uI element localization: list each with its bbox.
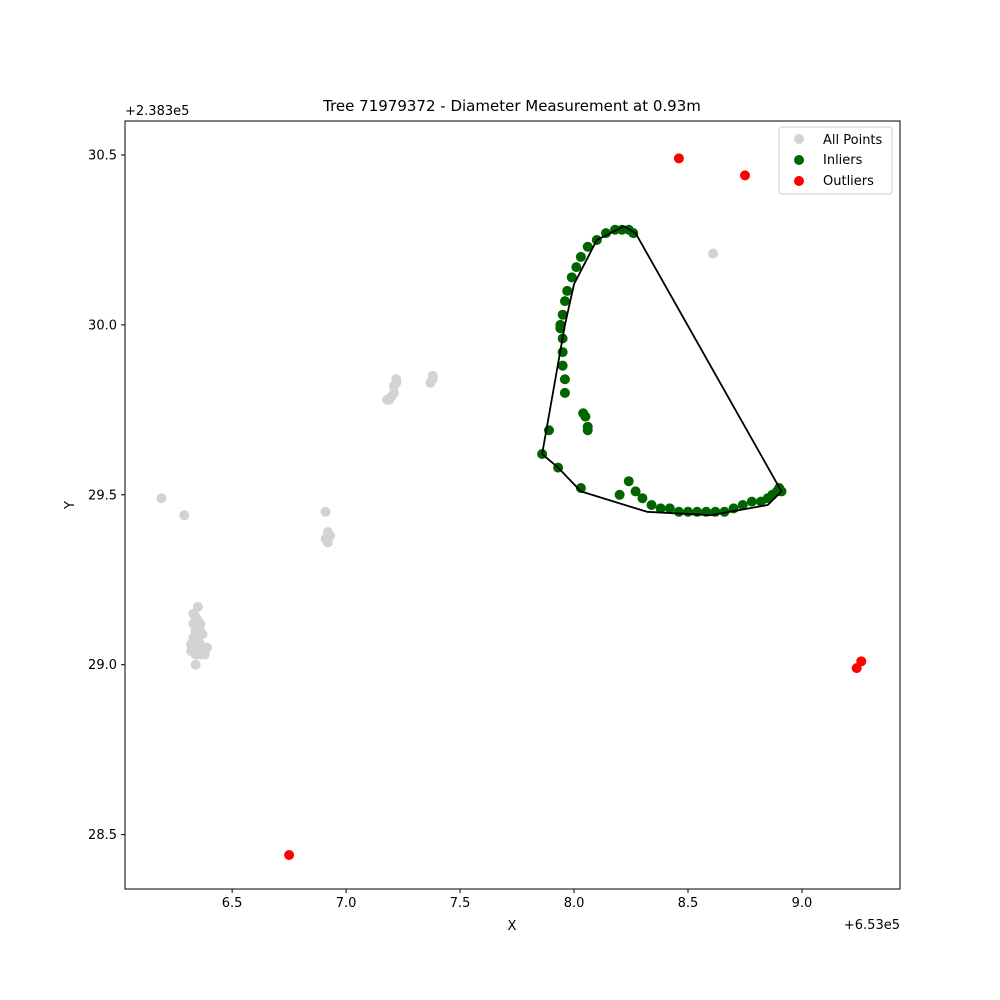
- outlier-point: [284, 850, 295, 861]
- inlier-point: [580, 411, 591, 422]
- y-tick-label: 29.5: [88, 488, 117, 503]
- x-tick-label: 8.0: [564, 896, 585, 911]
- all-points-point: [190, 659, 201, 670]
- inlier-point: [571, 262, 582, 273]
- all-points-point: [156, 493, 167, 504]
- hull-outline: [541, 225, 783, 517]
- y-tick-label: 30.5: [88, 148, 117, 163]
- outlier-point: [851, 663, 862, 674]
- inlier-point: [562, 285, 573, 296]
- inlier-point: [683, 506, 694, 517]
- legend: All Points Inliers Outliers: [778, 126, 893, 195]
- inlier-point: [664, 503, 675, 514]
- x-tick-label: 9.0: [792, 896, 813, 911]
- legend-box: [778, 126, 893, 195]
- all-points-point: [195, 618, 206, 629]
- inlier-point: [623, 476, 634, 487]
- x-tick-label: 6.5: [222, 896, 243, 911]
- all-points-point: [197, 629, 208, 640]
- all-points-point: [708, 248, 719, 259]
- all-points-point: [192, 601, 203, 612]
- x-tick-label: 7.5: [450, 896, 471, 911]
- inlier-point: [737, 500, 748, 510]
- axis-ticks: 6.5 7.0 7.5 8.0 8.5 9.0 28.5 29.0 29.5 30.0 30.5: [88, 148, 812, 911]
- outlier-point: [740, 170, 750, 181]
- all-points-point: [391, 374, 402, 385]
- inlier-point: [746, 496, 757, 507]
- inlier-point: [582, 241, 593, 252]
- inlier-point: [630, 486, 641, 497]
- all-points-point: [186, 639, 197, 650]
- all-points-point: [199, 649, 210, 660]
- legend-marker-inliers: [794, 155, 804, 165]
- inlier-point: [575, 251, 586, 262]
- all-points-point: [322, 537, 333, 548]
- legend-marker-outliers: [794, 176, 804, 186]
- inlier-point: [555, 319, 566, 330]
- legend-marker-all-points: [794, 134, 804, 144]
- y-tick-label: 28.5: [88, 828, 117, 843]
- inlier-point: [673, 506, 684, 517]
- legend-label-all-points: All Points: [823, 133, 883, 148]
- all-points-point: [179, 510, 190, 521]
- x-tick-label: 7.0: [336, 896, 357, 911]
- inlier-point: [614, 489, 625, 500]
- y-axis-label: Y: [63, 501, 78, 510]
- x-tick-label: 8.5: [678, 896, 699, 911]
- inlier-point: [582, 425, 593, 436]
- plot-frame: [124, 120, 901, 890]
- inlier-point: [559, 387, 570, 398]
- inlier-point: [557, 360, 568, 371]
- inlier-point: [655, 503, 666, 514]
- inlier-point: [646, 500, 657, 510]
- y-offset-label: +2.383e5: [125, 104, 189, 119]
- inlier-point: [559, 296, 570, 307]
- all-points-point: [320, 506, 331, 517]
- inlier-point: [559, 374, 570, 385]
- outlier-point: [673, 153, 684, 164]
- legend-label-inliers: Inliers: [823, 153, 863, 168]
- legend-label-outliers: Outliers: [823, 174, 874, 189]
- inlier-point: [637, 493, 648, 504]
- inlier-point: [600, 228, 611, 239]
- x-offset-label: +6.53e5: [844, 918, 900, 933]
- chart-title: Tree 71979372 - Diameter Measurement at …: [322, 97, 701, 115]
- plot-area: [156, 153, 867, 861]
- y-tick-label: 29.0: [88, 658, 117, 673]
- inlier-point: [566, 272, 577, 283]
- all-points-point: [427, 370, 438, 381]
- x-axis-label: X: [508, 919, 517, 934]
- y-tick-label: 30.0: [88, 318, 117, 333]
- inlier-point: [575, 483, 586, 494]
- inlier-point: [557, 309, 568, 320]
- inlier-point: [719, 506, 730, 517]
